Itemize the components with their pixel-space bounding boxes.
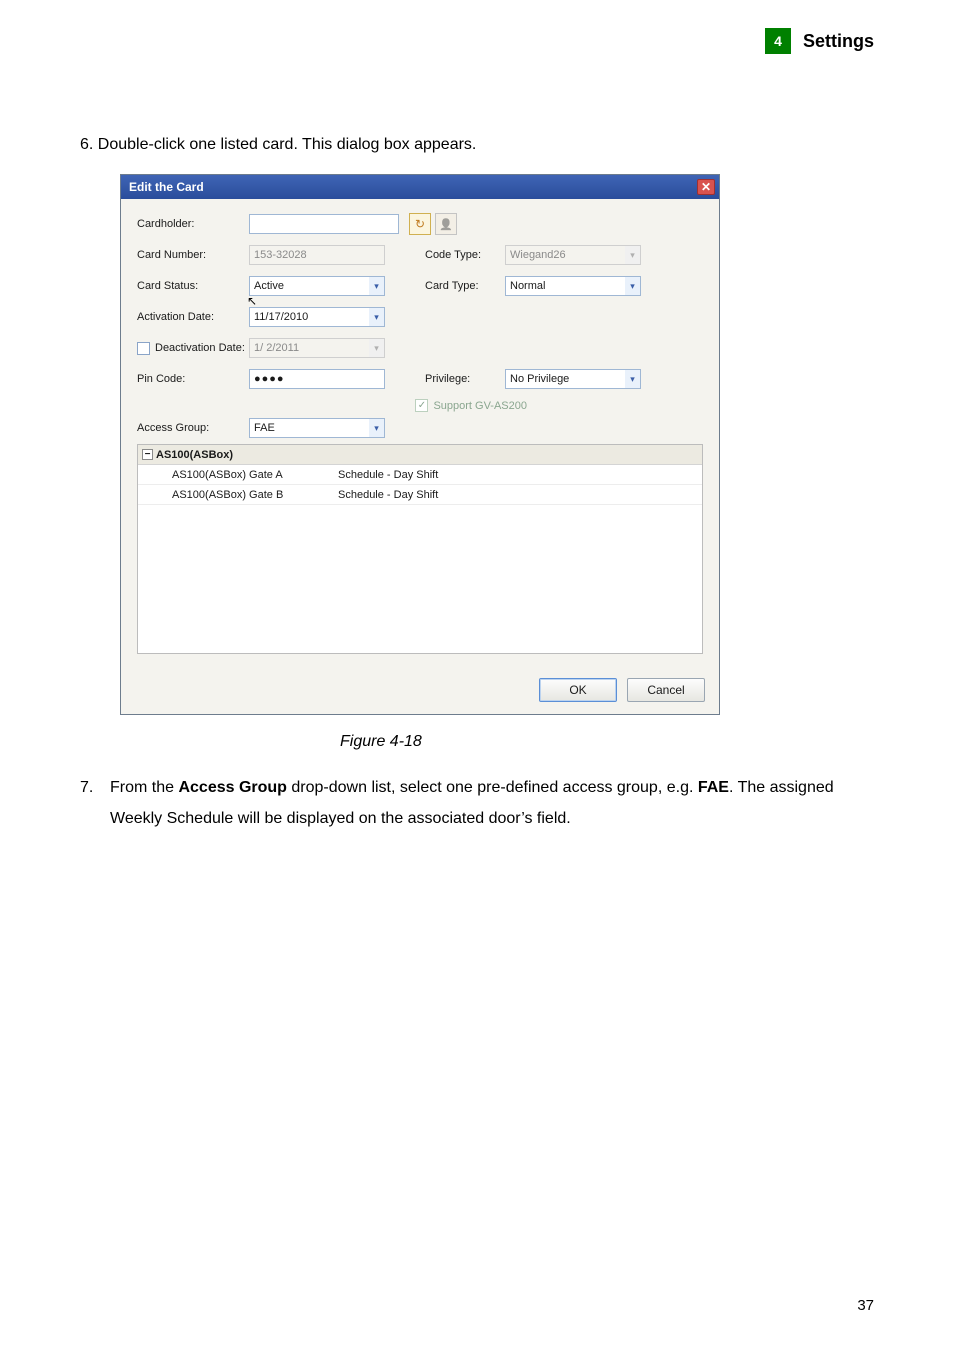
deactivation-label: Deactivation Date:: [155, 342, 245, 354]
cardnumber-label: Card Number:: [137, 249, 249, 261]
table-row[interactable]: AS100(ASBox) Gate B Schedule - Day Shift: [138, 485, 702, 505]
accessgroup-combo[interactable]: FAE ▾: [249, 418, 385, 438]
row-activation: Activation Date: 11/17/2010 ▾: [137, 306, 703, 328]
ok-button[interactable]: OK: [539, 678, 617, 702]
support-row: ✓ Support GV-AS200: [137, 399, 703, 412]
row-accessgroup: Access Group: FAE ▾: [137, 418, 703, 438]
row-pincode: Pin Code: ●●●● Privilege: No Privilege ▾: [137, 368, 703, 390]
activation-value: 11/17/2010: [249, 307, 369, 327]
page-number: 37: [857, 1297, 874, 1314]
codetype-label: Code Type:: [425, 249, 505, 261]
cardholder-input[interactable]: [249, 214, 399, 234]
privilege-combo[interactable]: No Privilege ▾: [505, 369, 641, 389]
cardstatus-combo[interactable]: Active ▾ ↖: [249, 276, 385, 296]
step7-bold-access-group: Access Group: [178, 779, 286, 796]
section-title: Settings: [803, 31, 874, 52]
chevron-down-icon[interactable]: ▾: [369, 418, 385, 438]
row-cardnumber: Card Number: 153-32028 Code Type: Wiegan…: [137, 244, 703, 266]
edit-card-dialog: Edit the Card ✕ Cardholder: ↻ 👤 Card Num…: [120, 174, 720, 715]
chevron-down-icon[interactable]: ▾: [369, 276, 385, 296]
grid-cell-device: AS100(ASBox) Gate A: [138, 469, 338, 481]
grid-header-text: AS100(ASBox): [156, 449, 233, 461]
codetype-value: Wiegand26: [505, 245, 625, 265]
section-number-badge: 4: [765, 28, 791, 54]
tree-toggle-icon[interactable]: −: [142, 449, 153, 460]
row-cardholder: Cardholder: ↻ 👤: [137, 213, 703, 235]
cardnumber-value: 153-32028: [249, 245, 385, 265]
silhouette-glyph: 👤: [439, 218, 453, 231]
step-6-text: 6. Double-click one listed card. This di…: [80, 130, 874, 160]
grid-cell-device: AS100(ASBox) Gate B: [138, 489, 338, 501]
activation-date-picker[interactable]: 11/17/2010 ▾: [249, 307, 385, 327]
dialog-wrap: Edit the Card ✕ Cardholder: ↻ 👤 Card Num…: [120, 174, 874, 715]
deactivation-checkbox[interactable]: [137, 342, 150, 355]
step7-bold-fae: FAE: [698, 779, 729, 796]
grid-cell-schedule: Schedule - Day Shift: [338, 489, 702, 501]
chevron-down-icon: ▾: [369, 338, 385, 358]
grid-group-header[interactable]: − AS100(ASBox): [138, 445, 702, 465]
privilege-label: Privilege:: [425, 373, 505, 385]
chevron-down-icon: ▾: [625, 245, 641, 265]
deactivation-label-wrap: Deactivation Date:: [137, 342, 249, 355]
cardstatus-value: Active: [249, 276, 369, 296]
pincode-label: Pin Code:: [137, 373, 249, 385]
support-label: Support GV-AS200: [433, 400, 527, 412]
user-silhouette-icon[interactable]: 👤: [435, 213, 457, 235]
cardtype-label: Card Type:: [425, 280, 505, 292]
row-cardstatus: Card Status: Active ▾ ↖ Card Type: Norma…: [137, 275, 703, 297]
close-button[interactable]: ✕: [697, 179, 715, 195]
cancel-button[interactable]: Cancel: [627, 678, 705, 702]
step-7-text: From the Access Group drop-down list, se…: [110, 773, 874, 834]
user-refresh-icon[interactable]: ↻: [409, 213, 431, 235]
page-root: 4 Settings 6. Double-click one listed ca…: [0, 0, 954, 1350]
page-header: 4 Settings: [765, 28, 874, 54]
schedule-grid: − AS100(ASBox) AS100(ASBox) Gate A Sched…: [137, 444, 703, 654]
refresh-glyph: ↻: [415, 217, 425, 231]
dialog-button-row: OK Cancel: [121, 666, 719, 714]
cardholder-label: Cardholder:: [137, 218, 249, 230]
dialog-title: Edit the Card: [129, 180, 204, 194]
chevron-down-icon[interactable]: ▾: [625, 369, 641, 389]
accessgroup-value: FAE: [249, 418, 369, 438]
step7-mid: drop-down list, select one pre-defined a…: [287, 779, 698, 796]
deactivation-value: 1/ 2/2011: [249, 338, 369, 358]
cardtype-value: Normal: [505, 276, 625, 296]
grid-cell-schedule: Schedule - Day Shift: [338, 469, 702, 481]
figure-caption: Figure 4-18: [340, 733, 874, 751]
codetype-combo: Wiegand26 ▾: [505, 245, 641, 265]
step7-pre: From the: [110, 779, 178, 796]
support-checkbox: ✓: [415, 399, 428, 412]
cardstatus-label: Card Status:: [137, 280, 249, 292]
step-7-number: 7.: [80, 773, 110, 834]
accessgroup-label: Access Group:: [137, 422, 249, 434]
dialog-body: Cardholder: ↻ 👤 Card Number: 153-32028 C…: [121, 199, 719, 666]
privilege-value: No Privilege: [505, 369, 625, 389]
chevron-down-icon[interactable]: ▾: [369, 307, 385, 327]
activation-label: Activation Date:: [137, 311, 249, 323]
pincode-input[interactable]: ●●●●: [249, 369, 385, 389]
deactivation-date-picker: 1/ 2/2011 ▾: [249, 338, 385, 358]
cardtype-combo[interactable]: Normal ▾: [505, 276, 641, 296]
chevron-down-icon[interactable]: ▾: [625, 276, 641, 296]
dialog-titlebar: Edit the Card ✕: [121, 175, 719, 199]
step-7: 7. From the Access Group drop-down list,…: [80, 773, 874, 834]
row-deactivation: Deactivation Date: 1/ 2/2011 ▾: [137, 337, 703, 359]
table-row[interactable]: AS100(ASBox) Gate A Schedule - Day Shift: [138, 465, 702, 485]
